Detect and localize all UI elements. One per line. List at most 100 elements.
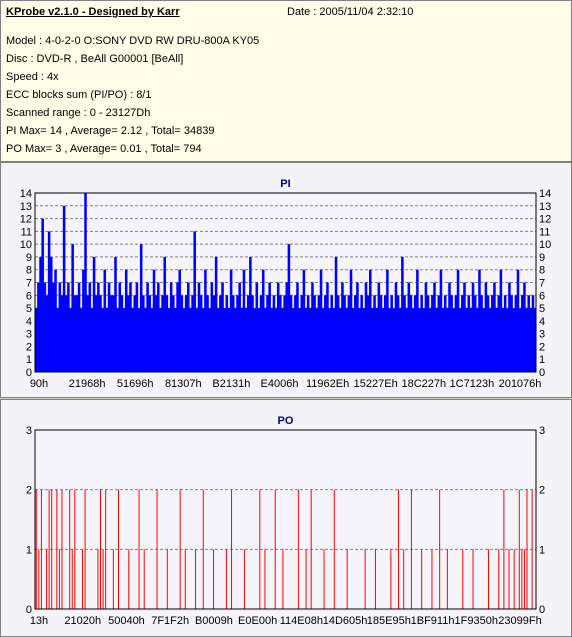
pi-bar [465,308,468,372]
pi-bar [180,295,184,372]
pi-bar [377,282,381,372]
pi-bar [97,282,100,372]
pi-bar [289,295,293,372]
pi-y-tick-left: 6 [26,290,32,302]
pi-bar [255,282,259,372]
pi-bar [285,282,289,372]
pi-bar [311,282,314,372]
pi-bar [101,308,104,372]
pi-y-tick-left: 11 [21,226,32,238]
pi-bar [199,295,203,372]
pi-x-tick: 201076h [499,378,542,390]
pi-bar [411,308,415,372]
pi-bar [514,295,518,372]
pi-bar [450,295,453,372]
pi-bar [330,295,334,372]
pi-y-tick-right: 7 [539,278,545,290]
pi-y-tick-right: 8 [539,265,545,277]
scan-date: Date : 2005/11/04 2:32:10 [287,6,414,18]
pi-bar [135,282,139,372]
pi-bar [349,269,353,372]
pi-bar [253,308,256,372]
pi-bar [529,308,533,372]
disc-info: Disc : DVD-R , BeAll G00001 [BeAll] [6,53,184,65]
pi-bar [56,308,59,372]
pi-y-tick-left: 14 [20,188,32,200]
pi-bar [204,269,207,372]
pi-bar [139,244,143,372]
pi-bar [379,295,383,372]
pi-bar [251,295,254,372]
pi-bar [88,282,92,372]
pi-bar [527,295,530,372]
pi-bar [45,295,49,372]
pi-bar [428,308,432,372]
pi-bar [510,295,513,372]
pi-bar [326,282,329,372]
pi-bar [84,193,87,372]
pi-bar [202,308,205,372]
pi-bar [364,282,368,372]
pi-bar [435,308,438,372]
pi-bar [75,295,79,372]
pi-bar [388,308,391,372]
pi-y-tick-left: 2 [26,341,32,353]
po-chart-panel: PO 0 0 1 1 2 2 3 3 13h 21020h 50040h 7F1F2h B0009h E0E… [0,399,572,637]
pi-x-tick: 15227Eh [354,378,398,390]
pi-bar [493,282,496,372]
pi-bar [67,282,70,372]
pi-bar [41,218,44,372]
pi-bar [401,256,404,372]
pi-bar [403,295,406,372]
pi-x-tick: 21968h [69,378,106,390]
pi-bar [268,282,271,372]
app-title: KProbe v2.1.0 - Designed by Karr [6,6,180,18]
pi-bar [238,282,241,372]
pi-bar [351,308,355,372]
po-x-tick: 1BF911h [411,615,455,627]
pi-bar [73,295,77,372]
pi-bar [127,295,130,372]
po-x-tick: 1F9350h [455,615,498,627]
pi-bar [103,269,107,372]
pi-bar [79,308,83,372]
pi-bar [116,308,119,372]
po-x-tick: 13h [30,615,48,627]
pi-bar [516,269,520,372]
pi-x-tick: B2131h [212,378,250,390]
po-x-tick: 7F1F2h [151,615,189,627]
pi-y-tick-left: 1 [26,354,32,366]
pi-y-tick-left: 13 [20,201,32,213]
pi-bar [197,282,201,372]
pi-bar [159,308,162,372]
po-x-tick: 185E95h [367,615,411,627]
pi-bar [169,282,173,372]
pi-bar [112,295,115,372]
pi-bar [304,308,308,372]
scanned-range: Scanned range : 0 - 23127Dh [6,107,151,119]
pi-bar [287,244,291,372]
pi-bar [266,295,269,372]
pi-bar [187,282,190,372]
pi-bar [499,269,503,372]
pi-bar [109,295,113,372]
pi-bar [272,295,276,372]
pi-bar [261,269,265,372]
pi-bar [309,308,312,372]
pi-y-tick-left: 5 [26,303,32,315]
pi-bar [405,308,408,372]
pi-bar [486,295,490,372]
pi-bar [446,308,449,372]
pi-y-tick-right: 3 [539,329,545,341]
pi-bar [146,282,149,372]
pi-y-tick-left: 10 [20,239,32,251]
pi-bar [144,308,147,372]
pi-bar [71,244,74,372]
pi-bar [221,282,224,372]
po-chart: PO 0 0 1 1 2 2 3 3 13h 21020h 50040h 7F1F2h B0009h E0E… [26,415,545,627]
pi-bar [508,282,511,372]
pi-bar [227,308,231,372]
pi-bar [418,308,421,372]
pi-bar [105,308,109,372]
pi-bar [191,295,194,372]
